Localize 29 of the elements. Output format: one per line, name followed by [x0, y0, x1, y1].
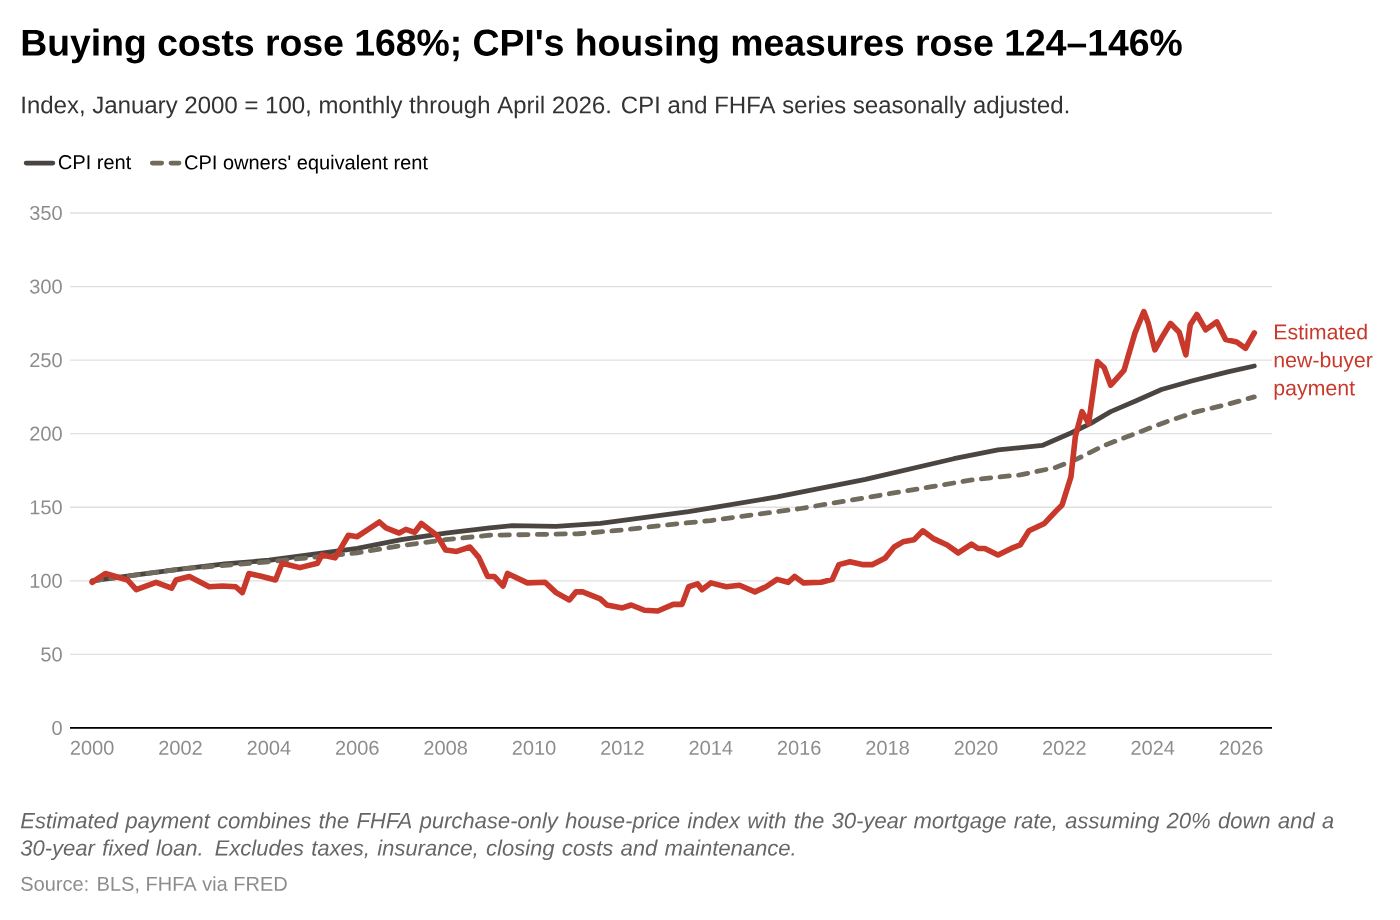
text: Estimated payment combines the FHFA purchase-only house-price index with the 30-year mortgage rate, assuming 20% down and a 30-year fixed loan. Excludes taxes, insurance, closing costs and maintenance. [20, 812, 1334, 861]
x-tick-label: 2008 [424, 740, 467, 755]
x-tick-label: 2004 [247, 740, 291, 755]
x-tick-label: 2022 [1043, 740, 1086, 755]
y-tick-label: 0 [52, 720, 62, 736]
y-tick-label: 350 [30, 205, 62, 221]
y-tick-label: 100 [30, 573, 62, 588]
x-tick-label: 2014 [689, 740, 733, 755]
y-tick-label: 200 [30, 426, 62, 441]
chart-subtitle: Index, January 2000 = 100, monthly through April 2026. CPI and FHFA series seasonally adjusted. [22, 95, 1069, 119]
x-tick-label: 2016 [777, 740, 821, 755]
source-note: Source: BLS, FHFA via FRED [21, 876, 287, 894]
x-tick-label: 2010 [512, 740, 556, 755]
x-tick-label: 2026 [1219, 740, 1263, 755]
x-tick-label: 2002 [159, 740, 202, 755]
x-tick-label: 2024 [1131, 740, 1175, 755]
chart-title: Buying costs rose 168%; CPI's housing measures rose 124–146% [22, 28, 1182, 64]
y-tick-label: 250 [30, 353, 62, 368]
y-tick-label: 300 [30, 279, 62, 294]
legend-label: CPI rent [58, 155, 132, 170]
x-tick-label: 2020 [954, 740, 998, 755]
y-tick-label: 50 [41, 647, 62, 662]
annotation: Estimated new-buyer payment [1274, 323, 1373, 400]
y-tick-label: 150 [30, 500, 62, 515]
legend-label: CPI owners' equivalent rent [185, 154, 428, 174]
x-tick-label: 2006 [336, 740, 379, 755]
x-tick-label: 2000 [70, 740, 114, 755]
x-tick-label: 2018 [866, 740, 909, 755]
x-tick-label: 2012 [601, 740, 644, 755]
